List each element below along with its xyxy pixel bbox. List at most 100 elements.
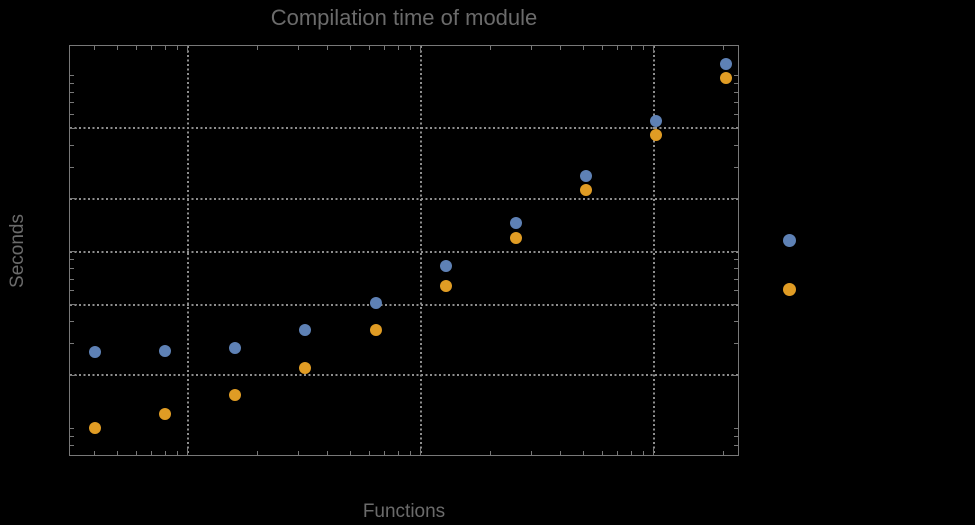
data-point-series-2-orange-x512 — [579, 183, 592, 196]
tick-mark — [117, 46, 119, 50]
tick-mark — [70, 74, 74, 76]
tick-mark — [176, 451, 178, 455]
tick-mark — [731, 251, 738, 253]
tick-mark — [70, 427, 74, 429]
tick-mark — [723, 451, 725, 455]
tick-mark — [731, 374, 738, 376]
tick-mark — [397, 46, 399, 50]
y-tick-label: 50 — [41, 118, 62, 139]
tick-mark — [298, 451, 300, 455]
y-tick-label: 2 — [51, 365, 62, 386]
x-tick-label: 100 — [405, 463, 436, 483]
tick-mark — [384, 451, 386, 455]
tick-mark — [601, 46, 603, 50]
data-point-series-1-blue-x4 — [88, 346, 101, 359]
x-tick-label: 1000 — [633, 463, 674, 483]
tick-mark — [734, 427, 738, 429]
tick-mark — [117, 451, 119, 455]
tick-mark — [409, 451, 411, 455]
tick-mark — [397, 451, 399, 455]
tick-mark — [583, 451, 585, 455]
tick-mark — [420, 448, 422, 455]
tick-mark — [731, 198, 738, 200]
data-point-series-2-orange-x4 — [88, 422, 101, 435]
tick-mark — [187, 448, 189, 455]
tick-mark — [70, 444, 74, 446]
gridline-x-1000 — [652, 46, 655, 455]
tick-mark — [164, 46, 166, 50]
tick-mark — [327, 46, 329, 50]
tick-mark — [70, 102, 74, 104]
tick-mark — [384, 46, 386, 50]
tick-mark — [164, 451, 166, 455]
tick-mark — [734, 455, 738, 457]
data-point-series-2-orange-x32 — [299, 361, 312, 374]
chart-title: Compilation time of module — [270, 5, 538, 30]
tick-mark — [642, 46, 644, 50]
tick-mark — [734, 113, 738, 115]
tick-mark — [368, 46, 370, 50]
data-point-series-1-blue-x16 — [229, 341, 242, 354]
data-point-series-2-orange-x64 — [369, 324, 382, 336]
tick-mark — [531, 46, 533, 50]
tick-mark — [70, 343, 74, 345]
tick-mark — [70, 304, 77, 306]
gridline-y-5 — [70, 303, 738, 306]
data-point-series-2-orange-x16 — [229, 388, 242, 401]
data-point-series-1-blue-x2048 — [720, 58, 733, 71]
tick-mark — [70, 278, 74, 280]
tick-mark — [734, 259, 738, 261]
tick-mark — [176, 46, 178, 50]
tick-mark — [70, 268, 74, 270]
gridline-x-10 — [186, 46, 189, 455]
tick-mark — [135, 451, 137, 455]
tick-mark — [560, 451, 562, 455]
tick-mark — [70, 251, 77, 253]
tick-mark — [734, 91, 738, 93]
tick-mark — [70, 374, 77, 376]
legend-marker-series1-icon — [783, 234, 796, 247]
tick-mark — [583, 46, 585, 50]
data-point-series-1-blue-x8 — [159, 344, 172, 357]
tick-mark — [734, 290, 738, 292]
tick-mark — [70, 435, 74, 437]
tick-mark — [420, 46, 422, 53]
tick-mark — [734, 74, 738, 76]
tick-mark — [734, 268, 738, 270]
tick-mark — [734, 102, 738, 104]
tick-mark — [135, 46, 137, 50]
tick-mark — [327, 451, 329, 455]
tick-mark — [734, 82, 738, 84]
data-point-series-2-orange-x1024 — [650, 128, 663, 141]
tick-mark — [70, 166, 74, 168]
tick-mark — [617, 451, 619, 455]
y-tick-label: 20 — [41, 188, 62, 209]
gridline-y-50 — [70, 127, 738, 130]
gridline-x-100 — [419, 46, 422, 455]
tick-mark — [70, 144, 74, 146]
data-point-series-1-blue-x32 — [299, 324, 312, 336]
legend-marker-series2-icon — [783, 283, 796, 296]
tick-mark — [70, 290, 74, 292]
tick-mark — [409, 46, 411, 50]
plot-frame — [69, 45, 739, 456]
tick-mark — [734, 144, 738, 146]
data-point-series-1-blue-x128 — [439, 259, 452, 272]
tick-mark — [70, 321, 74, 323]
tick-mark — [630, 451, 632, 455]
tick-mark — [70, 82, 74, 84]
gridline-y-10 — [70, 250, 738, 253]
tick-mark — [151, 451, 153, 455]
tick-mark — [734, 166, 738, 168]
tick-mark — [601, 451, 603, 455]
data-point-series-1-blue-x512 — [579, 169, 592, 182]
tick-mark — [70, 455, 74, 457]
data-point-series-1-blue-x64 — [369, 297, 382, 310]
tick-mark — [298, 46, 300, 50]
tick-mark — [257, 46, 259, 50]
tick-mark — [368, 451, 370, 455]
tick-mark — [70, 127, 77, 129]
data-point-series-2-orange-x128 — [439, 279, 452, 292]
gridline-y-20 — [70, 197, 738, 200]
